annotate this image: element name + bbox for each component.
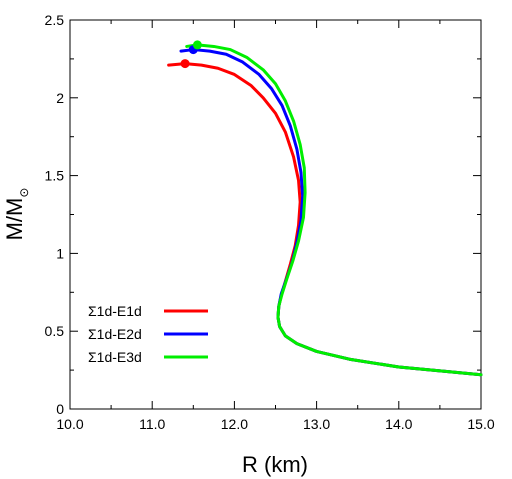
y-axis-label-subscript: ⊙ xyxy=(17,188,31,198)
legend-label-2: Σ1d-E2d xyxy=(88,326,142,342)
series-markers xyxy=(180,40,202,69)
legend-label-1: Σ1d-E1d xyxy=(88,303,142,319)
y-tick-label: 2.5 xyxy=(45,12,65,28)
y-tick-labels: 0 0.5 1 1.5 2 2.5 xyxy=(45,12,65,417)
y-tick-label: 1 xyxy=(56,245,64,261)
y-tick-label: 1.5 xyxy=(45,168,65,184)
x-tick-label: 15.0 xyxy=(467,416,494,432)
y-axis-label-group: M/M⊙ xyxy=(2,188,31,241)
x-tick-label: 13.0 xyxy=(303,416,330,432)
max-mass-marker-3 xyxy=(192,40,202,50)
legend: Σ1d-E1d Σ1d-E2d Σ1d-E3d xyxy=(88,303,208,365)
series-line-1 xyxy=(167,62,483,377)
x-tick-label: 14.0 xyxy=(385,416,412,432)
y-axis-label: M/M xyxy=(2,198,27,241)
y-tick-label: 2 xyxy=(56,90,64,106)
axis-ticks xyxy=(69,19,482,410)
x-axis-label: R (km) xyxy=(242,452,308,477)
x-tick-label: 12.0 xyxy=(221,416,248,432)
x-tick-labels: 10.0 11.0 12.0 13.0 14.0 15.0 xyxy=(56,416,494,432)
x-tick-label: 10.0 xyxy=(56,416,83,432)
y-tick-label: 0 xyxy=(56,401,64,417)
series-line-3 xyxy=(185,43,483,377)
x-tick-label: 11.0 xyxy=(139,416,165,432)
max-mass-marker-1 xyxy=(180,59,190,69)
series-lines xyxy=(167,43,483,377)
legend-label-3: Σ1d-E3d xyxy=(88,349,142,365)
svg-text:M/M⊙: M/M⊙ xyxy=(2,188,31,241)
series-line-2 xyxy=(179,48,483,377)
y-tick-label: 0.5 xyxy=(45,323,65,339)
